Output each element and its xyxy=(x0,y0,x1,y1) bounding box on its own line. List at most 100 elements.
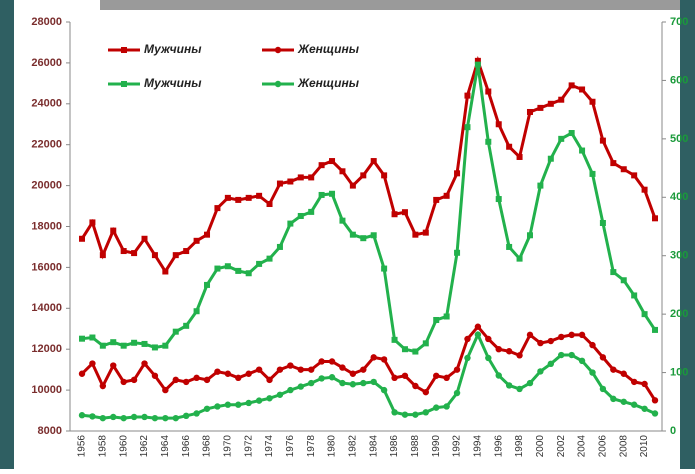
point xyxy=(527,109,533,115)
y-tick-label: 18000 xyxy=(31,220,62,232)
point xyxy=(433,197,439,203)
point xyxy=(350,381,356,387)
point xyxy=(173,329,179,335)
legend-label: Женщины xyxy=(297,76,360,90)
point xyxy=(402,411,408,417)
y2-tick-label: 700 xyxy=(670,16,688,28)
point xyxy=(506,382,512,388)
point xyxy=(100,343,106,349)
point xyxy=(318,375,324,381)
point xyxy=(579,148,585,154)
point xyxy=(277,244,283,250)
point xyxy=(162,343,168,349)
y-tick-label: 28000 xyxy=(31,16,62,28)
point xyxy=(423,230,429,236)
x-tick-label: 1960 xyxy=(118,435,129,458)
chart: 8000100001200014000160001800020000220002… xyxy=(0,0,695,469)
point xyxy=(443,375,449,381)
point xyxy=(610,366,616,372)
point xyxy=(277,181,283,187)
legend-marker xyxy=(275,81,281,87)
background xyxy=(0,0,695,469)
point xyxy=(402,373,408,379)
point xyxy=(423,340,429,346)
point xyxy=(204,232,210,238)
y2-tick-label: 200 xyxy=(670,308,688,320)
point xyxy=(89,335,95,341)
y2-tick-label: 400 xyxy=(670,191,688,203)
point xyxy=(360,366,366,372)
point xyxy=(444,313,450,319)
point xyxy=(506,244,512,250)
point xyxy=(246,195,252,201)
point xyxy=(569,82,575,88)
point xyxy=(506,348,512,354)
point xyxy=(339,364,345,370)
x-tick-label: 1958 xyxy=(97,435,108,458)
point xyxy=(110,339,116,345)
point xyxy=(485,89,491,95)
point xyxy=(308,174,314,180)
point xyxy=(371,354,377,360)
point xyxy=(142,341,148,347)
point xyxy=(464,355,470,361)
point xyxy=(152,252,158,258)
point xyxy=(100,252,106,258)
point xyxy=(121,343,127,349)
point xyxy=(110,228,116,234)
x-tick-label: 1982 xyxy=(348,435,359,458)
point xyxy=(610,160,616,166)
point xyxy=(589,369,595,375)
point xyxy=(589,171,595,177)
point xyxy=(277,392,283,398)
point xyxy=(79,236,85,242)
point xyxy=(79,336,85,342)
point xyxy=(423,409,429,415)
point xyxy=(641,381,647,387)
point xyxy=(569,130,575,136)
x-tick-label: 2000 xyxy=(535,435,546,458)
point xyxy=(152,415,158,421)
point xyxy=(277,366,283,372)
point xyxy=(610,396,616,402)
point xyxy=(579,332,585,338)
point xyxy=(391,409,397,415)
x-tick-label: 1988 xyxy=(410,435,421,458)
point xyxy=(652,397,658,403)
point xyxy=(183,248,189,254)
point xyxy=(121,248,127,254)
point xyxy=(100,415,106,421)
point xyxy=(360,172,366,178)
point xyxy=(517,256,523,262)
point xyxy=(131,377,137,383)
point xyxy=(287,362,293,368)
point xyxy=(371,379,377,385)
point xyxy=(298,213,304,219)
point xyxy=(183,413,189,419)
point xyxy=(287,387,293,393)
point xyxy=(548,338,554,344)
x-tick-label: 1968 xyxy=(202,435,213,458)
point xyxy=(204,282,210,288)
point xyxy=(235,197,241,203)
point xyxy=(537,105,543,111)
x-tick-label: 1996 xyxy=(493,435,504,458)
point xyxy=(496,196,502,202)
point xyxy=(225,263,231,269)
point xyxy=(621,399,627,405)
point xyxy=(319,162,325,168)
point xyxy=(350,183,356,189)
point xyxy=(371,232,377,238)
point xyxy=(548,156,554,162)
photo-strip xyxy=(100,0,695,10)
point xyxy=(496,372,502,378)
point xyxy=(402,209,408,215)
x-tick-label: 1962 xyxy=(139,435,150,458)
point xyxy=(79,371,85,377)
point xyxy=(475,62,481,68)
y-tick-label: 16000 xyxy=(31,261,62,273)
point xyxy=(600,354,606,360)
point xyxy=(485,139,491,145)
point xyxy=(131,250,137,256)
legend-marker xyxy=(121,81,127,87)
